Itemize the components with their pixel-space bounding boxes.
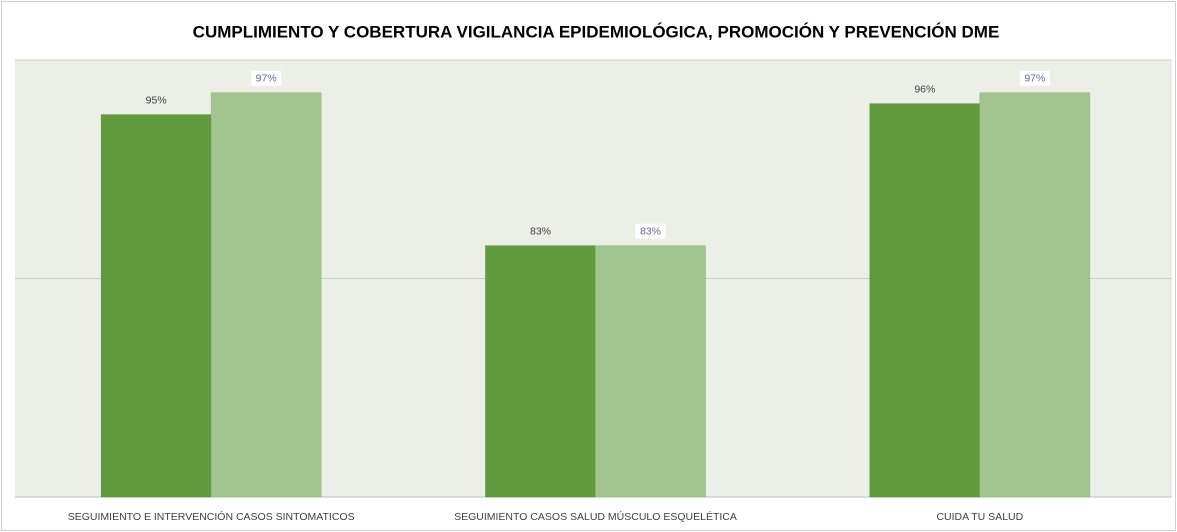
- bar: [595, 245, 706, 498]
- x-tick-label: SEGUIMIENTO CASOS SALUD MÚSCULO ESQUELÉT…: [454, 510, 737, 523]
- value-label-box: [635, 223, 666, 239]
- chart-title: CUMPLIMIENTO Y COBERTURA VIGILANCIA EPID…: [193, 22, 1000, 41]
- value-label: 83%: [530, 226, 551, 238]
- bar: [485, 245, 596, 498]
- bar: [100, 114, 212, 498]
- value-label-box: [251, 70, 282, 86]
- value-label: 96%: [914, 83, 935, 95]
- value-label-box: [1019, 70, 1050, 86]
- bar: [979, 92, 1091, 498]
- value-label: 83%: [640, 226, 661, 238]
- bar: [210, 92, 322, 498]
- x-tick-label: CUIDA TU SALUD: [936, 511, 1023, 523]
- value-label: 97%: [256, 73, 277, 85]
- bar: [869, 103, 981, 498]
- value-label: 95%: [146, 94, 167, 106]
- value-label: 97%: [1024, 73, 1045, 85]
- x-tick-label: SEGUIMIENTO E INTERVENCIÓN CASOS SINTOMA…: [68, 510, 355, 523]
